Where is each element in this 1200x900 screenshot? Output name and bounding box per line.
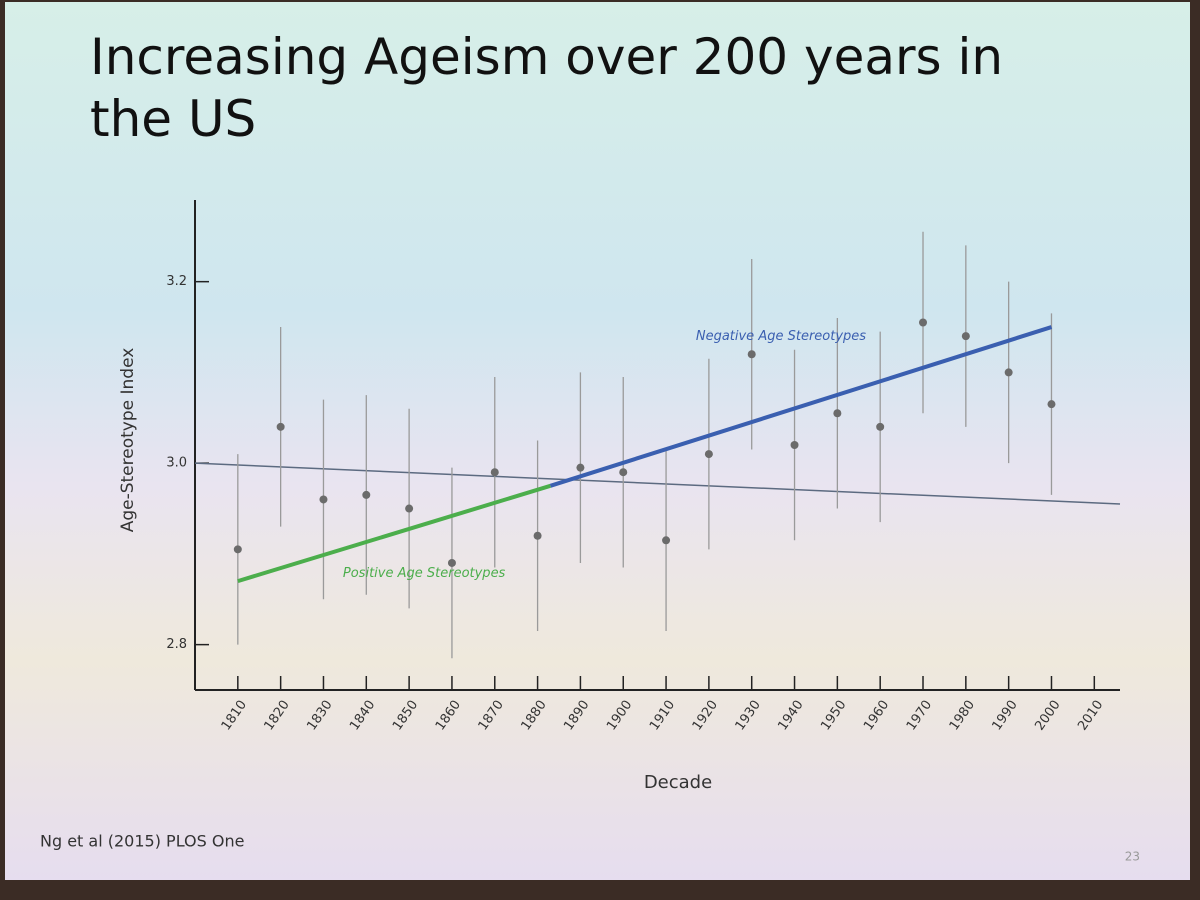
data-point — [747, 350, 756, 359]
data-point — [233, 545, 242, 554]
trend-label: Negative Age Stereotypes — [696, 329, 866, 344]
data-point — [833, 409, 842, 418]
source: Ng et al (2015) PLOS One — [40, 832, 244, 851]
slide-title: Increasing Ageism over 200 years in the U… — [90, 28, 1003, 148]
data-point — [919, 318, 928, 327]
y-axis-label: Age-Stereotype Index — [118, 348, 138, 533]
trend-line — [549, 325, 1053, 488]
data-point — [490, 468, 499, 477]
y-tick-label: 2.8 — [166, 637, 187, 652]
data-point — [447, 558, 456, 567]
data-point — [576, 463, 585, 472]
data-point — [704, 450, 713, 459]
data-point — [790, 441, 799, 449]
y-tick-label: 3.2 — [166, 274, 187, 289]
data-point — [961, 332, 970, 341]
data-point — [1004, 368, 1013, 377]
data-point — [1047, 400, 1056, 409]
data-point — [319, 495, 328, 504]
slide-background — [5, 2, 1190, 880]
data-point — [276, 422, 285, 431]
data-point — [876, 422, 885, 431]
data-point — [533, 531, 542, 540]
data-point — [362, 490, 371, 499]
x-axis-label: Decade — [644, 772, 712, 793]
reference-line — [194, 462, 1121, 505]
data-point — [662, 536, 671, 545]
page-number: 23 — [1125, 850, 1140, 864]
trend-line — [237, 483, 552, 584]
y-tick-label: 3.0 — [166, 456, 187, 471]
data-point — [405, 504, 414, 513]
data-point — [619, 468, 628, 477]
trend-label: Positive Age Stereotypes — [343, 566, 506, 581]
title-text: Increasing Ageism over 200 years in the U… — [90, 28, 1003, 148]
